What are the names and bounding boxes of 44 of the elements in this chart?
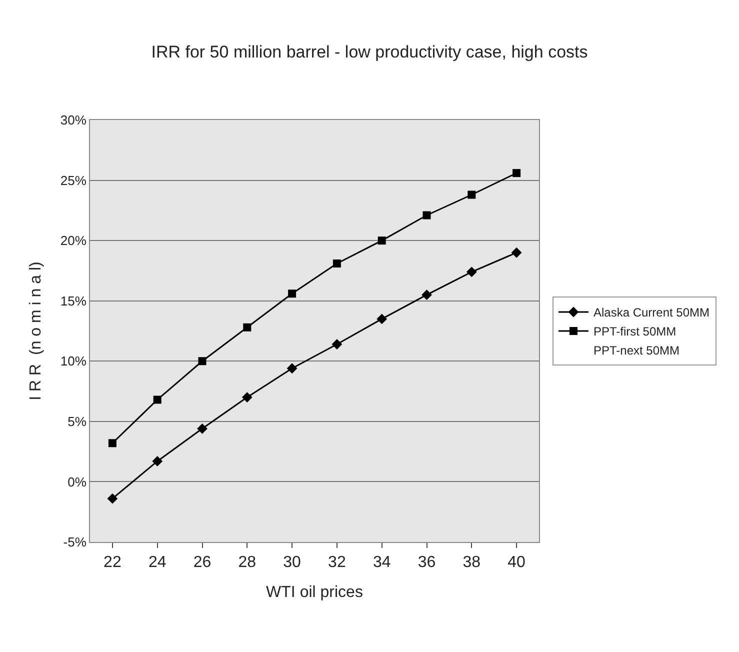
- point: [422, 290, 432, 300]
- y-tick-label: 30%: [60, 112, 87, 128]
- legend-label: Alaska Current 50MM: [593, 306, 710, 320]
- point: [152, 456, 163, 466]
- point: [243, 323, 252, 332]
- point: [468, 190, 476, 199]
- y-tick-label: 10%: [60, 354, 87, 369]
- x-tick-label: 34: [372, 554, 391, 572]
- y-tick-label: 5%: [68, 414, 87, 429]
- text: PPT-next 50MM: [593, 344, 680, 358]
- point: [512, 169, 521, 178]
- y-tick-label: 0%: [68, 474, 87, 490]
- point: [153, 396, 162, 404]
- x-tick-label: 40: [508, 554, 526, 572]
- x-tick-label: 30: [283, 554, 302, 572]
- point: [108, 439, 116, 448]
- point: [242, 392, 252, 403]
- point: [286, 363, 298, 374]
- x-axis-title: WTI oil prices: [266, 584, 363, 601]
- point: [422, 211, 431, 220]
- y-tick-label: 15%: [60, 293, 87, 308]
- x-tick-label: 22: [104, 554, 122, 572]
- point: [288, 290, 296, 298]
- x-tick-label: 26: [193, 554, 212, 572]
- point: [197, 423, 208, 434]
- y-tick-label: -5%: [63, 534, 87, 550]
- point: [378, 236, 386, 245]
- point: [511, 247, 522, 258]
- x-tick-label: 24: [148, 554, 166, 572]
- y-tick-label: 25%: [60, 172, 87, 188]
- legend-label: PPT-first 50MM: [593, 324, 676, 339]
- chart-title: IRR for 50 million barrel - low productivity case, high costs: [151, 42, 588, 62]
- point: [466, 266, 477, 278]
- point: [332, 259, 341, 268]
- x-tick-label: 28: [238, 554, 256, 572]
- y-tick-label: 20%: [60, 233, 87, 248]
- point: [198, 357, 206, 366]
- x-tick-label: 38: [462, 554, 481, 572]
- x-tick-label: 32: [328, 554, 346, 572]
- point: [376, 314, 388, 324]
- x-tick-label: 36: [418, 554, 436, 572]
- point: [332, 339, 342, 350]
- y-axis-title: I R R (n o m i n a l): [27, 262, 44, 400]
- point: [107, 493, 118, 504]
